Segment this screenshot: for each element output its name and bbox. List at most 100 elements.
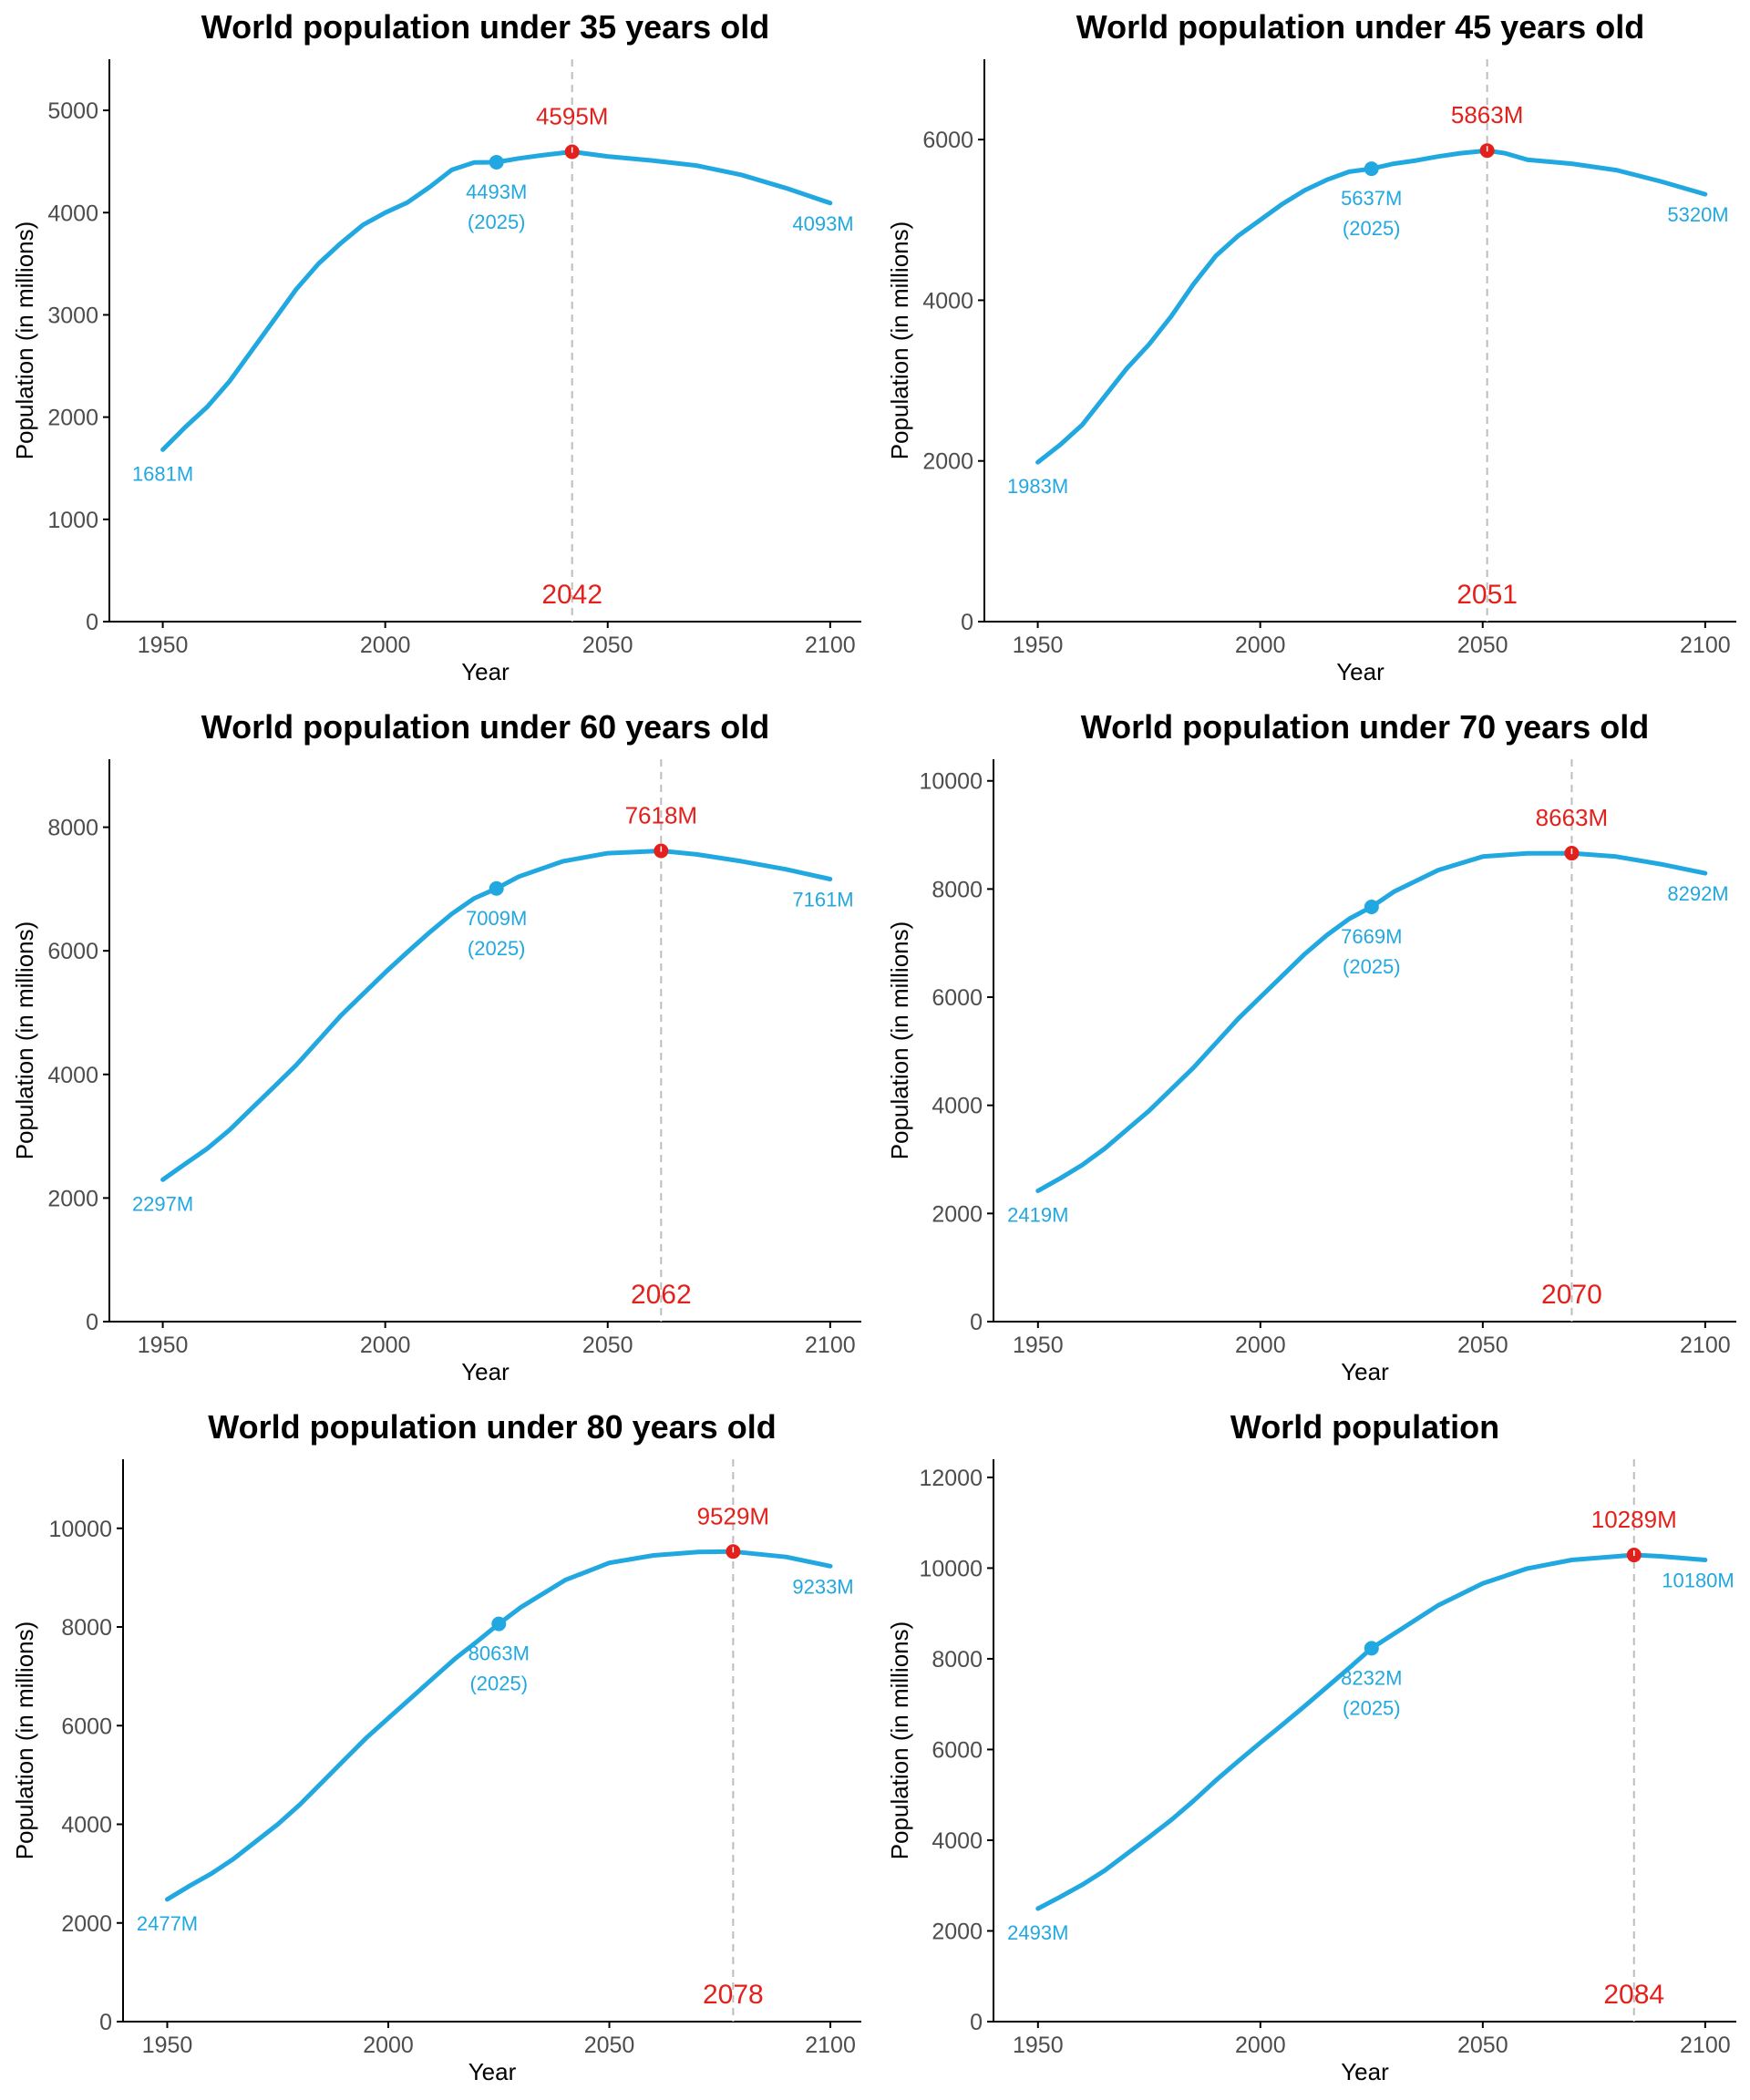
y-axis-title: Population (in millions): [11, 921, 38, 1160]
y-axis-title: Population (in millions): [886, 221, 913, 460]
chart-panel-under-35: World population under 35 years old 0 1000…: [0, 0, 875, 700]
y-tick-label: 2000: [47, 406, 98, 431]
current-value-label: 8063M: [468, 1642, 530, 1665]
y-axis-title: Population (in millions): [11, 1621, 38, 1860]
y-tick-label: 10000: [919, 1556, 983, 1581]
current-year-point: [1364, 1641, 1379, 1656]
x-tick-label: 2100: [805, 633, 856, 658]
y-tick-label: 8000: [932, 1647, 983, 1673]
x-tick-label: 2000: [1235, 2033, 1286, 2058]
y-tick-label: 0: [970, 2010, 983, 2035]
chart-total: World population 0 2000 4000 6000 8000 10000 12…: [886, 1408, 1736, 2085]
x-tick-label: 1950: [138, 633, 189, 658]
y-tick-label: 4000: [47, 1063, 98, 1088]
y-tick-label: 0: [99, 2010, 112, 2035]
chart-under-70: World population under 70 years old 0 2000…: [886, 708, 1736, 1385]
x-tick-label: 2050: [1457, 1333, 1508, 1358]
y-tick-label: 10000: [919, 769, 983, 795]
x-tick-label: 2050: [582, 1333, 633, 1358]
x-tick-label: 2050: [584, 2033, 635, 2058]
y-tick-label: 5000: [47, 98, 98, 124]
y-tick-label: 8000: [932, 877, 983, 902]
y-tick-label: 8000: [61, 1615, 112, 1641]
peak-year-label: 2070: [1541, 1280, 1602, 1310]
start-value-label: 2419M: [1007, 1203, 1068, 1226]
peak-value-label: 9529M: [697, 1502, 770, 1529]
x-tick-label: 1950: [1013, 1333, 1064, 1358]
end-value-label: 10180M: [1662, 1569, 1735, 1591]
chart-title: World population under 70 years old: [1081, 708, 1649, 746]
x-axis-title: Year: [1341, 2058, 1389, 2085]
end-value-label: 4093M: [792, 212, 853, 235]
y-tick-label: 0: [86, 610, 98, 635]
y-axis-title: Population (in millions): [11, 221, 38, 460]
chart-under-35: World population under 35 years old 0 1000…: [11, 8, 861, 685]
x-tick-label: 2050: [1457, 633, 1508, 658]
x-tick-label: 2100: [1680, 633, 1731, 658]
series-line: [160, 849, 833, 1182]
current-year-label: (2025): [469, 1673, 528, 1695]
y-tick-label: 6000: [61, 1714, 112, 1739]
end-value-label: 7161M: [792, 888, 853, 911]
peak-value-label: 5863M: [1451, 101, 1524, 129]
peak-year-label: 2078: [703, 1980, 764, 2010]
y-tick-label: 2000: [61, 1911, 112, 1937]
peak-year-label: 2051: [1457, 580, 1518, 610]
chart-under-60: World population under 60 years old 0 2000…: [11, 708, 861, 1385]
y-tick-label: 4000: [47, 201, 98, 226]
series-line: [165, 1549, 833, 1902]
chart-panel-under-45: World population under 45 years old 0 2000…: [875, 0, 1750, 700]
current-year-point: [1364, 161, 1379, 177]
start-value-label: 1983M: [1007, 475, 1068, 498]
x-tick-label: 2000: [1235, 633, 1286, 658]
y-tick-label: 0: [961, 610, 973, 635]
chart-title: World population under 60 years old: [201, 708, 769, 746]
series-line: [160, 149, 833, 452]
y-tick-label: 2000: [47, 1186, 98, 1211]
current-year-point: [491, 1616, 507, 1632]
x-tick-label: 1950: [1013, 633, 1064, 658]
x-tick-label: 2000: [360, 633, 411, 658]
y-tick-label: 4000: [932, 1828, 983, 1854]
x-axis-title: Year: [1336, 658, 1385, 685]
chart-panel-under-70: World population under 70 years old 0 2000…: [875, 700, 1750, 1400]
end-value-label: 5320M: [1667, 203, 1728, 226]
chart-panel-under-60: World population under 60 years old 0 2000…: [0, 700, 875, 1400]
x-axis-title: Year: [461, 658, 510, 685]
current-year-point: [489, 880, 504, 896]
series-line: [1035, 148, 1708, 465]
end-value-label: 8292M: [1667, 882, 1728, 905]
current-value-label: 7009M: [466, 907, 527, 930]
y-tick-label: 0: [970, 1310, 983, 1335]
peak-year-label: 2042: [541, 580, 602, 610]
y-tick-label: 2000: [922, 449, 973, 475]
y-tick-label: 6000: [922, 128, 973, 153]
x-tick-label: 1950: [1013, 2033, 1064, 2058]
x-axis-title: Year: [468, 2058, 517, 2085]
x-tick-label: 2100: [1680, 2033, 1731, 2058]
y-tick-label: 8000: [47, 816, 98, 841]
x-tick-label: 2000: [1235, 1333, 1286, 1358]
chart-under-45: World population under 45 years old 0 2000…: [886, 8, 1736, 685]
x-tick-label: 2050: [582, 633, 633, 658]
current-value-label: 8232M: [1341, 1666, 1402, 1689]
chart-title: World population: [1230, 1408, 1499, 1446]
chart-panel-total: World population 0 2000 4000 6000 8000 10000 12…: [875, 1400, 1750, 2100]
x-tick-label: 1950: [138, 1333, 189, 1358]
x-tick-label: 2100: [805, 1333, 856, 1358]
x-axis-title: Year: [1341, 1358, 1389, 1385]
current-year-label: (2025): [1343, 955, 1401, 978]
current-year-label: (2025): [1343, 1696, 1401, 1719]
end-value-label: 9233M: [792, 1575, 853, 1598]
x-tick-label: 2100: [1680, 1333, 1731, 1358]
current-year-point: [489, 154, 504, 170]
y-tick-label: 6000: [932, 985, 983, 1011]
current-year-point: [1364, 900, 1379, 915]
x-tick-label: 2100: [805, 2033, 856, 2058]
current-value-label: 4493M: [466, 180, 527, 203]
y-tick-label: 3000: [47, 303, 98, 328]
chart-title: World population under 80 years old: [208, 1408, 776, 1446]
current-year-label: (2025): [1343, 217, 1401, 240]
start-value-label: 2477M: [137, 1912, 198, 1935]
